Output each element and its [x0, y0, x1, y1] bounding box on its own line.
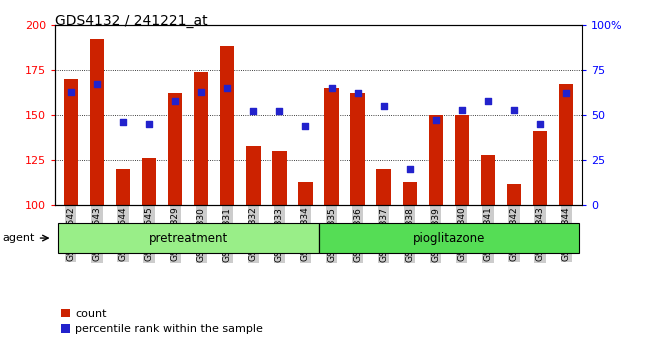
Bar	[455, 115, 469, 205]
Point	[561, 91, 571, 96]
Bar	[428, 115, 443, 205]
Point	[483, 98, 493, 103]
Bar	[507, 184, 521, 205]
Bar	[220, 46, 235, 205]
Bar	[246, 146, 261, 205]
Point	[326, 85, 337, 91]
Bar	[168, 93, 182, 205]
Bar	[402, 182, 417, 205]
Point	[535, 121, 545, 127]
Point	[352, 91, 363, 96]
Bar	[481, 155, 495, 205]
Point	[196, 89, 207, 95]
Point	[430, 118, 441, 123]
Point	[457, 107, 467, 113]
FancyBboxPatch shape	[318, 223, 579, 253]
Bar	[272, 151, 287, 205]
Text: agent: agent	[3, 233, 35, 243]
Point	[66, 89, 76, 95]
Bar	[559, 84, 573, 205]
Point	[378, 103, 389, 109]
Bar	[324, 88, 339, 205]
Point	[222, 85, 233, 91]
Bar	[350, 93, 365, 205]
Point	[300, 123, 311, 129]
Point	[509, 107, 519, 113]
Point	[274, 109, 285, 114]
FancyBboxPatch shape	[58, 223, 318, 253]
Legend: count, percentile rank within the sample: count, percentile rank within the sample	[61, 308, 263, 334]
Text: pretreatment: pretreatment	[149, 232, 227, 245]
Text: GDS4132 / 241221_at: GDS4132 / 241221_at	[55, 14, 208, 28]
Bar	[533, 131, 547, 205]
Bar	[194, 72, 209, 205]
Bar	[142, 158, 156, 205]
Point	[170, 98, 180, 103]
Point	[248, 109, 259, 114]
Bar	[298, 182, 313, 205]
Bar	[116, 169, 130, 205]
Text: pioglitazone: pioglitazone	[413, 232, 485, 245]
Bar	[376, 169, 391, 205]
Point	[404, 166, 415, 172]
Point	[118, 119, 128, 125]
Point	[92, 81, 102, 87]
Point	[144, 121, 154, 127]
Bar	[90, 39, 104, 205]
Bar	[64, 79, 78, 205]
